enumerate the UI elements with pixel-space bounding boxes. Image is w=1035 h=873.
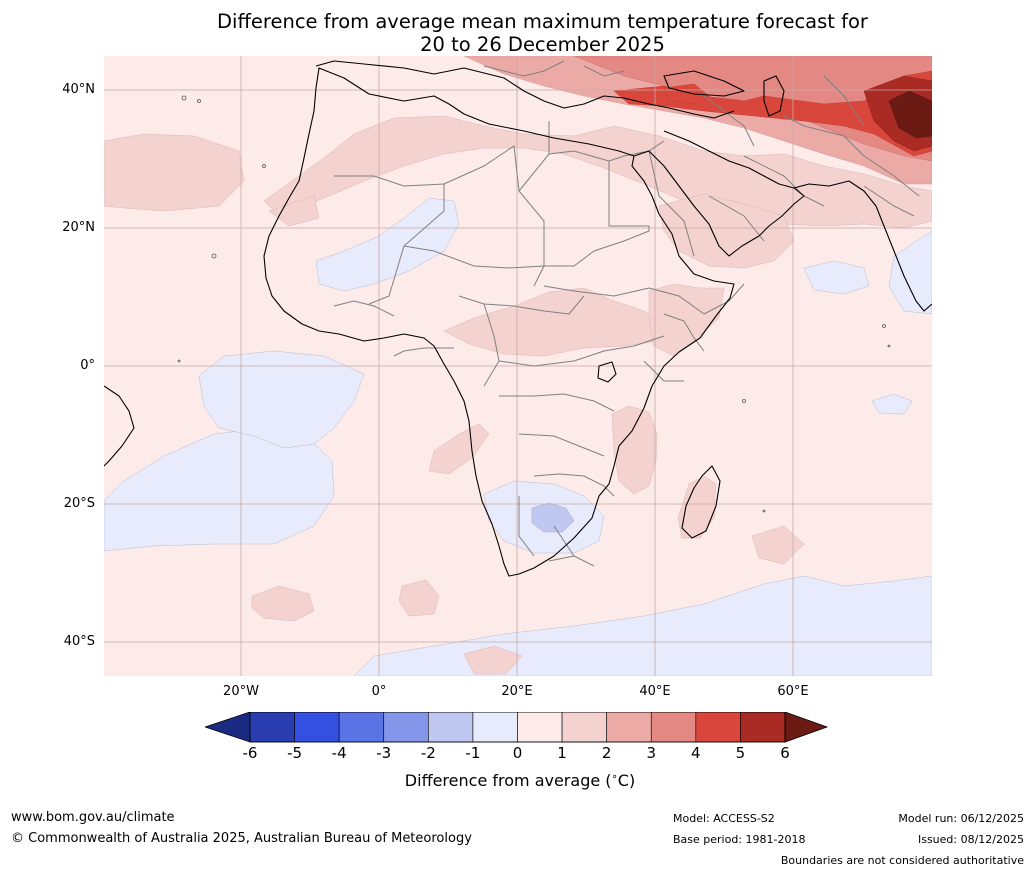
warm-region-south-atlantic-3: [463, 645, 523, 675]
colorbar-under-arrow: [205, 712, 251, 743]
cool-region-equatorial-atlantic: [198, 350, 365, 449]
chart-title: Difference from average mean maximum tem…: [0, 10, 1035, 56]
colorbar-tick-label: -1: [465, 744, 481, 762]
colorbar-cell: [428, 712, 474, 743]
footer-copyright: © Commonwealth of Australia 2025, Austra…: [11, 831, 472, 846]
warm-region-southern-indian: [751, 525, 805, 565]
colorbar-tick-label: 0: [512, 744, 523, 762]
europe-coastline: [315, 60, 735, 119]
colorbar-label-unit: C): [617, 771, 636, 790]
title-line-1: Difference from average mean maximum tem…: [217, 10, 868, 33]
warm-region-extreme: [888, 90, 932, 139]
warm-region-mozambique: [611, 405, 658, 495]
footer-website: www.bom.gov.au/climate: [11, 810, 175, 825]
footer-model: Model: ACCESS-S2: [673, 812, 775, 825]
map-canvas: [104, 56, 932, 676]
colorbar-over-arrow: [784, 712, 829, 743]
colorbar-cell: [249, 712, 295, 743]
colorbar-cell: [695, 712, 741, 743]
footer-base-period: Base period: 1981-2018: [673, 833, 806, 846]
colorbar-tick-label: 6: [780, 744, 790, 762]
islands: [177, 95, 891, 513]
cool-region-indian-ocean: [871, 393, 913, 415]
warm-region-north-atlantic: [104, 133, 245, 212]
colorbar-tick-label: -2: [420, 744, 436, 762]
colorbar-label-text: Difference from average (: [404, 771, 612, 790]
colorbar-tick-label: -3: [376, 744, 392, 762]
lon-label-60e: 60°E: [777, 684, 809, 699]
lon-label-0: 0°: [371, 684, 387, 699]
colorbar-cells: [249, 712, 786, 743]
warm-region-west-sahara: [268, 195, 320, 227]
caspian-coastline: [763, 75, 785, 117]
warm-region-angola: [428, 423, 490, 475]
africa-coastline: [263, 67, 735, 577]
lon-label-40e: 40°E: [639, 684, 671, 699]
footer-issued: Issued: 08/12/2025: [917, 833, 1024, 846]
colorbar-tick-label: -6: [242, 744, 258, 762]
colorbar-label: Difference from average (∘C): [404, 771, 636, 790]
lat-label-40s: 40°S: [63, 634, 95, 649]
cool-region-south-atlantic: [104, 427, 335, 552]
asia-coastline: [793, 180, 932, 312]
graticule: [104, 56, 932, 676]
warm-region-south-atlantic-2: [398, 579, 440, 617]
coastlines: [104, 60, 932, 577]
colorbar-cell: [338, 712, 385, 743]
colorbar-tick-label: 2: [601, 744, 612, 762]
lat-label-0: 0°: [80, 358, 95, 373]
colorbar: [205, 712, 829, 743]
warm-region-north-africa: [263, 115, 932, 229]
colorbar-tick-label: 4: [691, 744, 701, 762]
title-line-2: 20 to 26 December 2025: [420, 33, 665, 56]
colorbar-tick-label: -5: [287, 744, 303, 762]
warm-region-south-atlantic-1: [251, 585, 315, 622]
forecast-map: [104, 56, 932, 676]
cool-region-bay-of-bengal: [888, 230, 932, 315]
colorbar-cell: [517, 712, 563, 743]
footer-disclaimer: Boundaries are not considered authoritat…: [780, 854, 1024, 867]
south-america-coastline: [104, 385, 135, 467]
colorbar-cell: [561, 712, 607, 743]
lat-label-20n: 20°N: [62, 220, 95, 235]
arabia-coastline: [633, 130, 805, 257]
colorbar-outline: [249, 712, 786, 743]
colorbar-cell: [294, 712, 340, 743]
colorbar-cell: [472, 712, 518, 743]
madagascar-coastline: [681, 465, 721, 539]
warm-region-arabia: [658, 193, 795, 269]
colorbar-tick-label: -4: [331, 744, 347, 762]
colorbar-tick-label: 1: [557, 744, 567, 762]
colorbar-tick-label: 5: [735, 744, 746, 762]
warm-region-iran: [613, 70, 932, 157]
lake-victoria-coastline: [597, 361, 617, 383]
colorbar-cell: [606, 712, 652, 743]
colorbar-cell: [383, 712, 429, 743]
black-sea-coastline: [663, 70, 745, 97]
lat-label-40n: 40°N: [62, 82, 95, 97]
lon-label-20w: 20°W: [223, 684, 259, 699]
lat-label-20s: 20°S: [63, 496, 95, 511]
cool-region-arabian-sea: [803, 260, 870, 295]
colorbar-tick-label: 3: [646, 744, 657, 762]
footer-model-run: Model run: 06/12/2025: [898, 812, 1024, 825]
colorbar-cell: [740, 712, 786, 743]
country-borders: [333, 60, 920, 567]
colorbar-cell: [650, 712, 697, 743]
lon-label-20e: 20°E: [501, 684, 533, 699]
